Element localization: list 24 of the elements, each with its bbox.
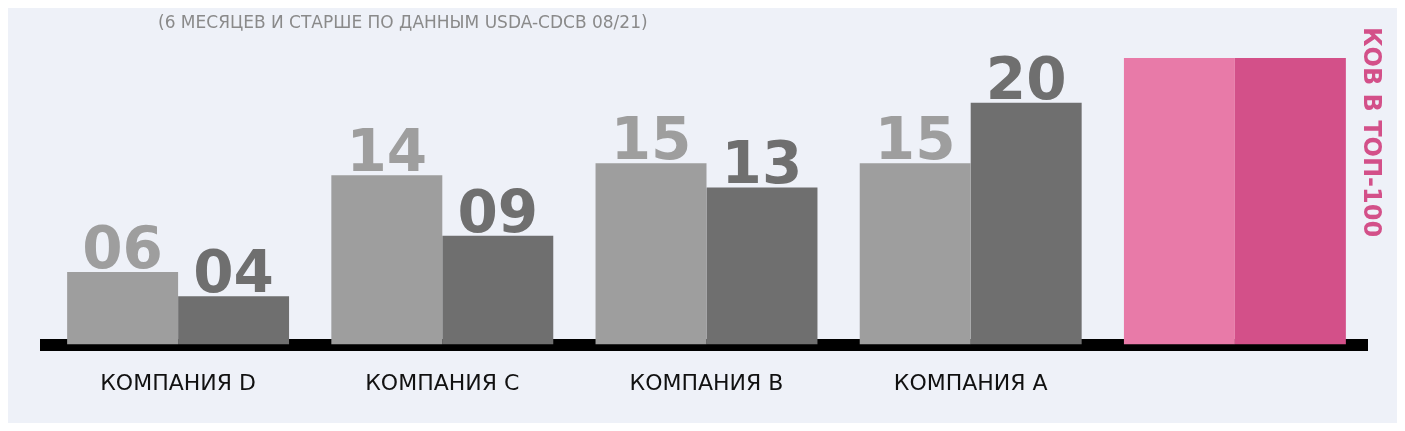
data-label: 04 [193, 238, 274, 307]
bar [859, 163, 971, 345]
data-label: 09 [457, 177, 539, 246]
data-label: 15 [874, 105, 956, 174]
bar [442, 235, 554, 345]
x-tick-label: КОМПАНИЯ C [365, 369, 520, 395]
bar [970, 102, 1082, 345]
annotation: КОВ В ТОП-100 [1358, 25, 1386, 240]
bar [331, 175, 443, 345]
data-label: 14 [346, 117, 428, 186]
data-label: 20 [985, 44, 1067, 113]
data-label: 06 [82, 214, 163, 283]
bar [706, 187, 818, 345]
x-tick-label: КОМПАНИЯ A [893, 369, 1048, 395]
x-tick-label: КОМПАНИЯ B [629, 369, 784, 395]
chart-subtitle: (6 МЕСЯЦЕВ И СТАРШЕ ПО ДАННЫМ USDA-CDCB 08/21) [158, 12, 648, 32]
data-label: 15 [610, 105, 692, 174]
bar [67, 272, 179, 345]
bar [1123, 58, 1235, 345]
bar [178, 296, 290, 345]
x-tick-label: КОМПАНИЯ D [100, 369, 256, 395]
data-label: 13 [721, 129, 803, 198]
bar [595, 163, 707, 345]
bar [1234, 58, 1346, 345]
